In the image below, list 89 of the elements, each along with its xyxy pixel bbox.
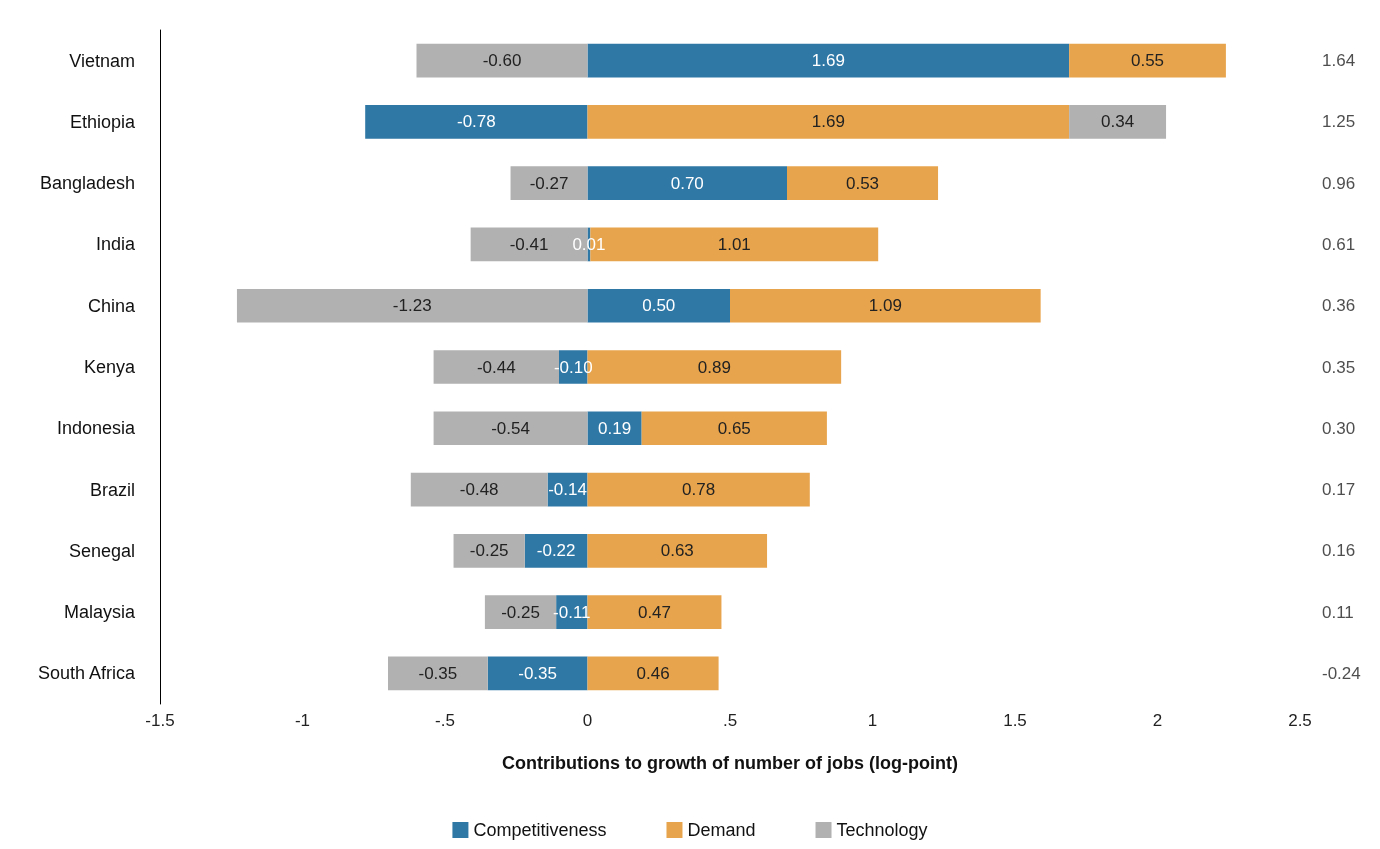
bar (433, 411, 588, 446)
bar (730, 288, 1041, 323)
bar (416, 43, 588, 78)
data-label: -0.48 (459, 480, 499, 500)
data-label: 0.50 (642, 296, 676, 316)
y-tick-label: India (95, 234, 136, 255)
legend-label: Demand (687, 820, 756, 840)
x-tick-label: 1.5 (1003, 711, 1027, 730)
y-tick-label: Bangladesh (39, 173, 135, 194)
data-label: 0.53 (845, 173, 880, 193)
data-label: -0.41 (509, 234, 549, 254)
y-tick-label: China (87, 295, 136, 316)
data-label: -0.35 (518, 663, 557, 683)
text: 0.11 (1322, 602, 1354, 622)
text: -0.24 (1322, 663, 1361, 683)
bar (641, 411, 827, 446)
data-label: 0.47 (637, 602, 672, 622)
data-label: 0.34 (1101, 112, 1135, 132)
data-label: 1.69 (811, 112, 845, 132)
bar (410, 472, 548, 507)
x-tick-label: -1 (294, 711, 311, 730)
y-tick-label: Vietnam (69, 50, 135, 71)
bar (587, 43, 1070, 78)
bar (587, 656, 719, 691)
bar (1069, 105, 1167, 139)
data-label: -0.44 (476, 357, 516, 377)
data-label: -0.60 (482, 51, 522, 71)
text: 0.61 (1322, 234, 1356, 254)
data-label: 1.69 (811, 51, 845, 71)
x-axis-title: Contributions to growth of number of jobs (log-point) (502, 753, 958, 773)
x-tick-label: .5 (722, 711, 738, 730)
x-tick-label: -.5 (435, 711, 455, 730)
data-label: -0.22 (536, 541, 576, 561)
data-label: -1.23 (392, 296, 432, 316)
data-label: 1.01 (717, 234, 751, 254)
y-tick-label: Senegal (68, 540, 135, 561)
bar (236, 288, 588, 323)
x-tick-label: 1 (867, 711, 878, 730)
x-tick-label: 2 (1152, 711, 1163, 730)
bar (487, 656, 588, 691)
data-label: 0.89 (697, 357, 731, 377)
legend-label: Competitiveness (473, 820, 607, 840)
bar (510, 166, 588, 201)
data-label: -0.14 (548, 480, 587, 500)
bar (587, 288, 730, 323)
bar (587, 166, 787, 201)
text: 0.35 (1322, 357, 1356, 377)
y-tick-label: Malaysia (63, 602, 136, 623)
data-label: 0.01 (572, 234, 606, 254)
data-label: 1.09 (868, 296, 902, 316)
text: 1.64 (1322, 51, 1356, 71)
x-tick-label: -1.5 (145, 711, 175, 730)
data-label: -0.78 (456, 112, 496, 132)
bar (365, 105, 588, 139)
y-tick-label: South Africa (37, 663, 136, 684)
legend-label: Technology (836, 820, 928, 840)
text: 0.36 (1322, 296, 1356, 316)
data-label: -0.25 (469, 541, 509, 561)
text: 0.16 (1322, 541, 1356, 561)
bar (587, 472, 810, 507)
bar (388, 656, 488, 691)
bar (587, 411, 642, 446)
y-tick-label: Kenya (83, 357, 136, 377)
text: 0.30 (1322, 418, 1356, 438)
y-tick-label: Indonesia (56, 418, 136, 439)
data-label: -0.35 (418, 663, 458, 683)
text: 0.17 (1322, 480, 1356, 500)
data-label: 0.46 (636, 663, 670, 683)
y-tick-label: Brazil (89, 479, 135, 500)
bar (787, 166, 939, 201)
data-label: 0.78 (682, 480, 716, 500)
data-label: 0.19 (598, 418, 632, 438)
text: 1.25 (1322, 112, 1356, 132)
data-label: 0.65 (717, 418, 751, 438)
data-label: -0.27 (529, 173, 569, 193)
bar (587, 105, 1070, 139)
bar (587, 533, 768, 568)
data-label: 0.63 (660, 541, 694, 561)
y-tick-label: Ethiopia (69, 111, 136, 132)
x-tick-label: 0 (582, 711, 593, 730)
data-label: 0.55 (1130, 51, 1165, 71)
data-label: 0.70 (670, 173, 704, 193)
x-tick-label: 2.5 (1288, 711, 1312, 730)
bar (524, 533, 588, 568)
bar (1069, 43, 1226, 78)
text: 0.96 (1322, 173, 1356, 193)
bar (453, 533, 525, 568)
data-label: -0.54 (491, 418, 530, 438)
data-label: -0.25 (501, 602, 540, 622)
